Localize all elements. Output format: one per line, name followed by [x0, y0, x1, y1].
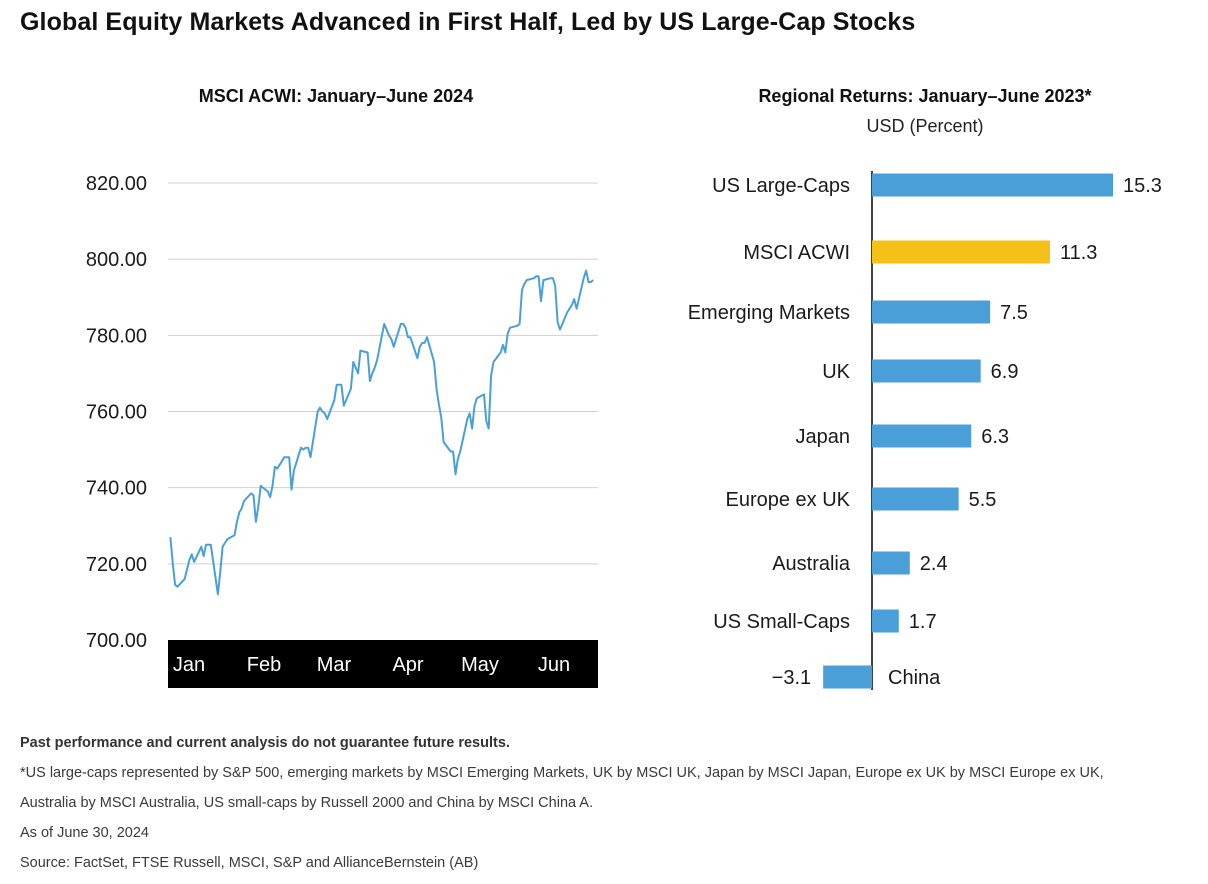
y-tick-label: 780.00	[86, 325, 147, 347]
bar	[872, 300, 991, 324]
y-tick-label: 820.00	[86, 173, 147, 195]
footnotes: Past performance and current analysis do…	[20, 728, 1200, 878]
x-tick-label: Apr	[392, 654, 423, 676]
value-label: 11.3	[1060, 242, 1097, 264]
msci-acwi-series-line	[169, 269, 594, 596]
bar	[872, 609, 899, 633]
x-tick-label: Mar	[317, 654, 352, 676]
category-label: MSCI ACWI	[743, 242, 850, 264]
value-label: 2.4	[920, 553, 948, 575]
y-tick-label: 740.00	[86, 478, 147, 500]
value-label: 15.3	[1123, 175, 1162, 197]
y-tick-label: 700.00	[86, 630, 147, 652]
y-tick-label: 800.00	[86, 249, 147, 271]
footnote-line-1: *US large-caps represented by S&P 500, e…	[20, 765, 1104, 781]
value-label: 6.3	[981, 426, 1009, 448]
bar	[872, 487, 959, 511]
regional-returns-bar-chart: US Large-Caps 15.3 MSCI ACWI 11.3 Emerging M…	[688, 171, 1162, 690]
x-tick-label: Jun	[538, 654, 570, 676]
x-axis-band	[168, 640, 598, 688]
bar	[823, 665, 872, 689]
right-chart-title: Regional Returns: January–June 2023*	[758, 86, 1092, 106]
value-label: 7.5	[1000, 302, 1028, 324]
value-label: 1.7	[909, 611, 937, 633]
source-line: Source: FactSet, FTSE Russell, MSCI, S&P…	[20, 855, 479, 871]
category-label: US Small-Caps	[713, 611, 850, 633]
category-label: Emerging Markets	[688, 302, 850, 324]
footnote-line-2: Australia by MSCI Australia, US small-ca…	[20, 795, 593, 811]
y-tick-label: 720.00	[86, 554, 147, 576]
category-label: UK	[822, 361, 850, 383]
bar	[872, 424, 972, 448]
x-tick-label: Feb	[247, 654, 281, 676]
msci-acwi-line-chart: 820.00 800.00 780.00 760.00 740.00 720.00 700.…	[86, 173, 598, 688]
value-label: 6.9	[991, 361, 1019, 383]
bar	[872, 359, 981, 383]
category-label: Australia	[772, 553, 851, 575]
bar	[872, 551, 910, 575]
value-label: −3.1	[772, 667, 811, 689]
charts-canvas: 820.00 800.00 780.00 760.00 740.00 720.00 700.…	[86, 171, 1162, 690]
value-label: 5.5	[969, 489, 997, 511]
page-title: Global Equity Markets Advanced in First …	[20, 8, 916, 36]
right-chart-subtitle: USD (Percent)	[866, 116, 984, 136]
x-tick-label: Jan	[173, 654, 205, 676]
y-tick-label: 760.00	[86, 402, 147, 424]
x-tick-label: May	[461, 654, 499, 676]
as-of-date: As of June 30, 2024	[20, 825, 149, 841]
category-label: Europe ex UK	[725, 489, 850, 511]
bar	[872, 173, 1113, 197]
disclaimer: Past performance and current analysis do…	[20, 735, 510, 751]
category-label: China	[888, 667, 941, 689]
left-chart-title: MSCI ACWI: January–June 2024	[198, 86, 474, 106]
bar	[872, 240, 1050, 264]
category-label: Japan	[796, 426, 851, 448]
category-label: US Large-Caps	[712, 175, 850, 197]
